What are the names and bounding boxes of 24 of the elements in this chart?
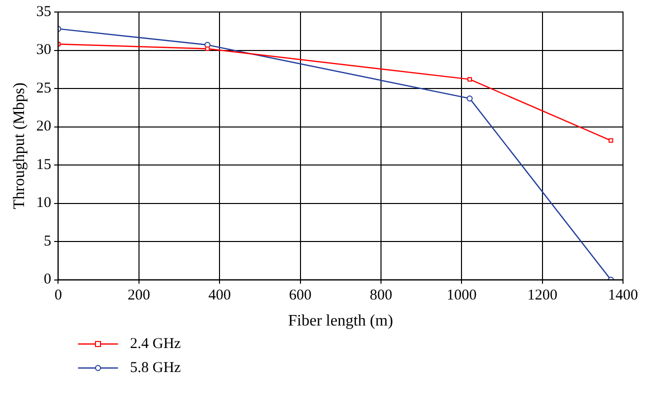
y-tick-label: 20 xyxy=(36,118,52,135)
legend-label: 2.4 GHz xyxy=(130,336,181,352)
point xyxy=(205,46,210,51)
x-tick-label: 400 xyxy=(208,288,231,304)
y-tick-label: 5 xyxy=(44,233,52,250)
x-tick-label: 0 xyxy=(54,288,62,304)
y-tick-label: 35 xyxy=(36,4,52,20)
point xyxy=(467,77,472,82)
y-tick-label: 15 xyxy=(36,156,52,173)
point xyxy=(608,138,614,143)
x-tick-label: 200 xyxy=(128,288,150,304)
x-tick-label: 1400 xyxy=(608,288,638,304)
y-tick-label: 30 xyxy=(36,42,52,58)
y-axis-title: Throughput (Mbps) xyxy=(10,82,28,210)
y-tick-label: 0 xyxy=(44,272,52,288)
x-axis-title: Fiber length (m) xyxy=(288,312,394,330)
legend-label: 5.8 GHz xyxy=(130,360,181,376)
x-tick-label: 1000 xyxy=(446,288,477,304)
x-tick-label: 800 xyxy=(370,288,392,304)
y-tick-label: 10 xyxy=(36,195,52,212)
x-tick-label: 1200 xyxy=(527,288,558,304)
x-tick-label: 600 xyxy=(289,288,312,304)
y-tick-label: 25 xyxy=(36,80,52,96)
point xyxy=(466,95,473,102)
